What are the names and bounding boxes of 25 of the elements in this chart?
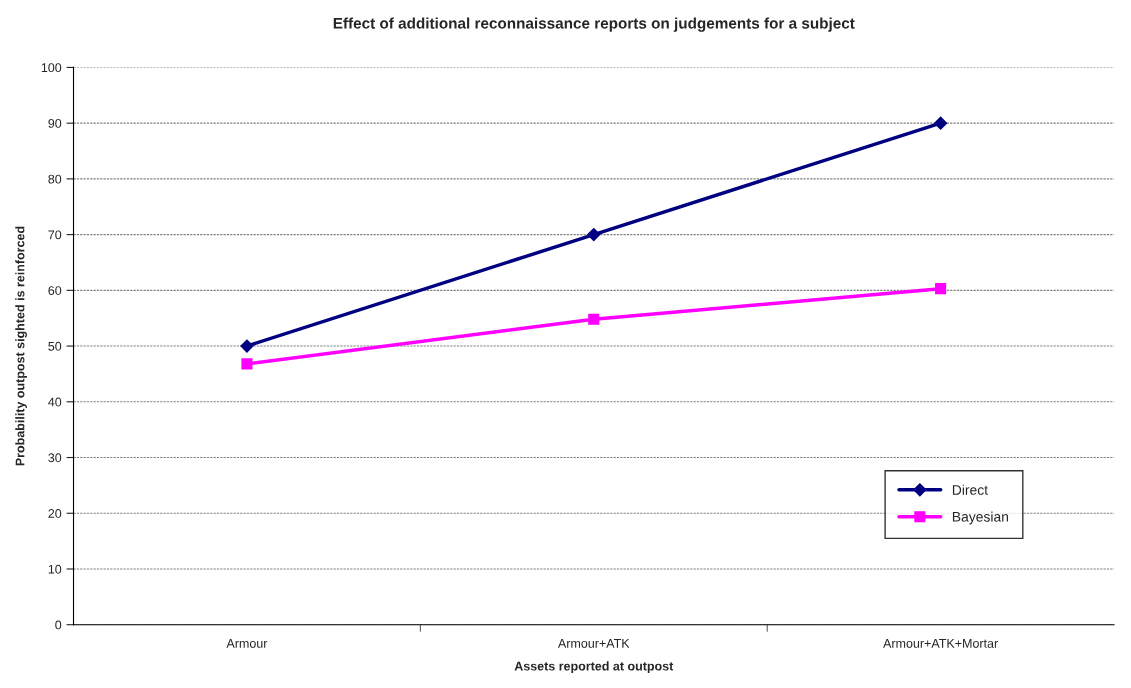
y-tick-label: 50: [48, 341, 62, 351]
chart-title: Effect of additional reconnaissance reports on judgements for a subject: [333, 17, 855, 32]
y-tick-label: 30: [48, 453, 62, 463]
y-tick-label: 20: [48, 509, 62, 518]
y-tick-label: 70: [48, 230, 62, 240]
y-tick-label: 80: [48, 174, 62, 184]
x-tick-label: Armour+ATK+Mortar: [883, 639, 998, 648]
y-tick-label: 40: [48, 397, 62, 407]
x-axis-title: Assets reported at outpost: [514, 661, 674, 674]
y-tick-label: 0: [55, 620, 62, 630]
y-tick-label: 90: [48, 118, 62, 128]
x-tick-label: Armour+ATK: [557, 639, 630, 648]
y-tick-label: 100: [41, 63, 62, 73]
point: [588, 313, 600, 325]
y-axis-title: Probability outpost sighted is reinforced: [15, 226, 27, 466]
x-tick-label: Armour: [226, 639, 268, 648]
y-tick-label: 10: [48, 564, 62, 574]
point: [240, 339, 254, 353]
point: [241, 358, 253, 370]
legend-label: Direct: [952, 484, 988, 495]
y-tick-label: 60: [48, 286, 62, 295]
point: [587, 228, 601, 242]
point: [934, 116, 948, 130]
legend-label: Bayesian: [952, 511, 1009, 525]
point: [935, 283, 947, 295]
